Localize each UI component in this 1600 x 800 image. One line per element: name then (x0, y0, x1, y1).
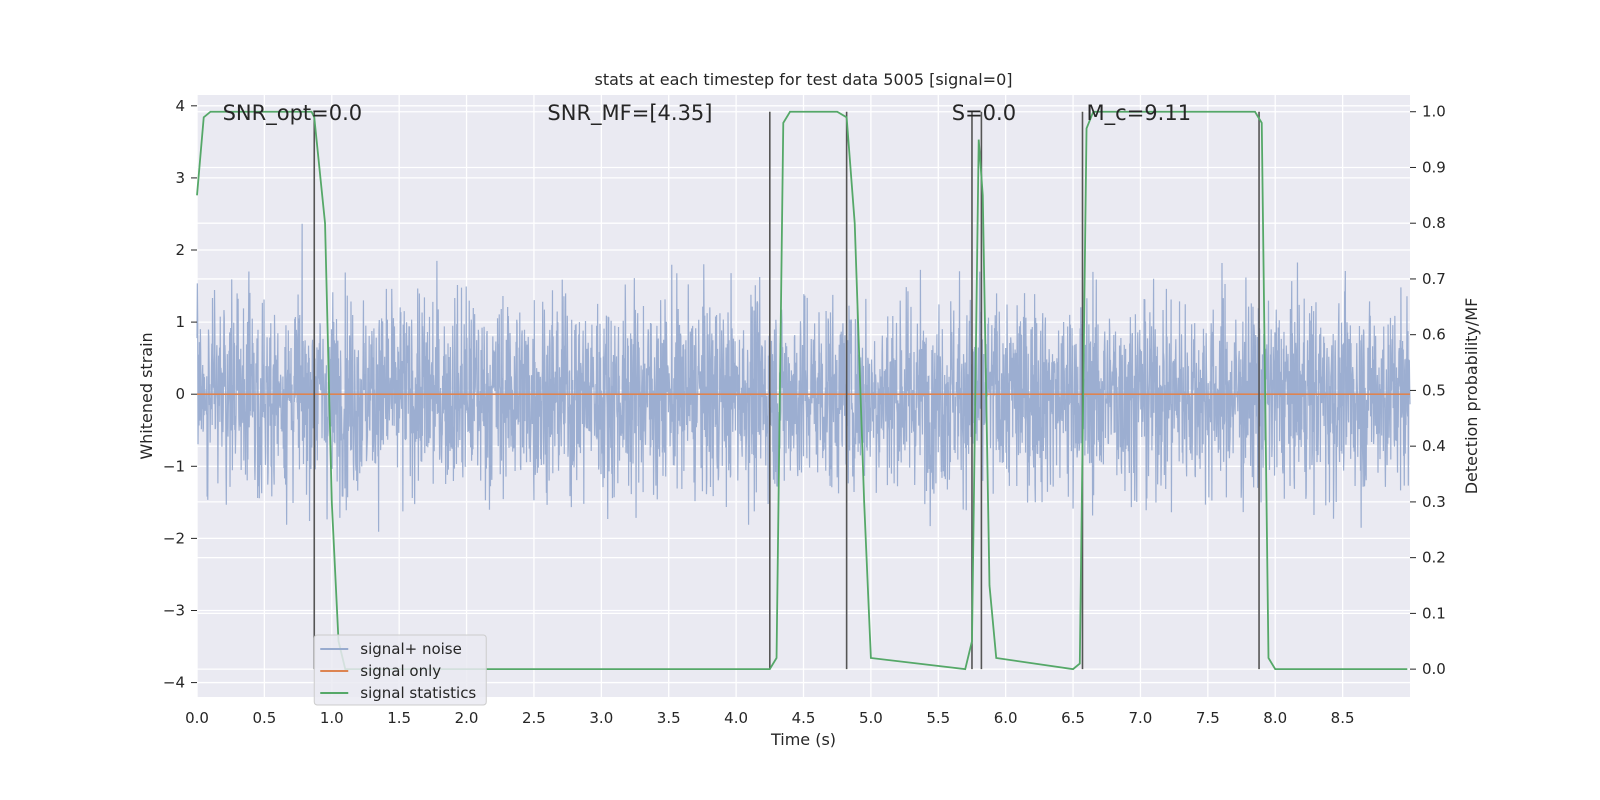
y-right-tick-label: 0.0 (1422, 660, 1446, 678)
series-signal-statistics (196, 110, 1408, 671)
annotation-text: SNR_MF=[4.35] (547, 101, 712, 126)
y-axis-right-title: Detection probability/MF (1462, 298, 1481, 495)
y-tick-label: 3 (175, 169, 185, 187)
legend-box (313, 634, 487, 706)
y-tick-label: 2 (175, 241, 185, 259)
y-tick-label: −1 (163, 457, 185, 475)
y-right-tick-label: 0.7 (1422, 270, 1446, 288)
x-tick-label: 6.5 (1061, 709, 1085, 727)
y-right-tick-label: 0.4 (1422, 437, 1446, 455)
x-tick-label: 6.0 (994, 709, 1018, 727)
y-tick-label: −4 (163, 674, 185, 692)
legend: signal+ noise signal only signal statistic… (313, 634, 487, 706)
y-right-tick-label: 1.0 (1422, 103, 1446, 121)
x-tick-label: 5.0 (859, 709, 883, 727)
x-axis-title: Time (s) (770, 730, 836, 749)
series-line-signal-noise (196, 223, 1411, 532)
y-tick-label: −3 (163, 601, 185, 619)
series-line-signal-statistics (196, 110, 1408, 671)
vertical-lines (313, 111, 1260, 670)
legend-label: signal+ noise (360, 640, 462, 658)
series-signal-noise (196, 223, 1411, 532)
y-right-tick-label: 0.9 (1422, 158, 1446, 176)
legend-label: signal statistics (360, 684, 476, 702)
x-tick-label: 4.0 (724, 709, 748, 727)
y-tick-label: −2 (163, 529, 185, 547)
x-tick-label: 0.5 (252, 709, 276, 727)
x-tick-label: 3.0 (589, 709, 613, 727)
x-axis-ticks: 0.0 0.5 1.0 1.5 2.0 2.5 3.0 3.5 4.0 4.5 5.0 5.5 6.0 6… (185, 709, 1354, 727)
y-right-tick-label: 0.6 (1422, 326, 1446, 344)
y-axis-ticks: −4 −3 −2 −1 0 1 2 3 4 (163, 97, 197, 692)
chart-title: stats at each timestep for test data 500… (594, 70, 1012, 89)
x-tick-label: 4.5 (792, 709, 816, 727)
x-tick-label: 8.5 (1331, 709, 1355, 727)
x-tick-label: 5.5 (926, 709, 950, 727)
y-tick-label: 1 (175, 313, 185, 331)
y-right-tick-label: 0.2 (1422, 549, 1446, 567)
x-tick-label: 0.0 (185, 709, 209, 727)
annotation-text: SNR_opt=0.0 (223, 101, 363, 126)
y-right-tick-label: 0.5 (1422, 381, 1446, 399)
x-tick-label: 8.0 (1263, 709, 1287, 727)
annotations: SNR_opt=0.0 SNR_MF=[4.35] S=0.0 M_c=9.11 (223, 101, 1191, 126)
x-tick-label: 3.5 (657, 709, 681, 727)
y-right-tick-label: 0.1 (1422, 604, 1446, 622)
x-tick-label: 1.0 (320, 709, 344, 727)
y-axis-right-ticks: 0.0 0.1 0.2 0.3 0.4 0.5 0.6 0.7 0.8 0.9 1.0 (1410, 103, 1446, 678)
x-tick-label: 7.5 (1196, 709, 1220, 727)
y-right-tick-label: 0.3 (1422, 493, 1446, 511)
annotation-text: M_c=9.11 (1087, 101, 1192, 126)
x-tick-label: 7.0 (1129, 709, 1153, 727)
x-tick-label: 2.0 (455, 709, 479, 727)
x-tick-label: 2.5 (522, 709, 546, 727)
y-tick-label: 0 (175, 385, 185, 403)
annotation-text: S=0.0 (952, 101, 1016, 125)
y-right-tick-label: 0.8 (1422, 214, 1446, 232)
legend-label: signal only (360, 662, 441, 680)
y-axis-title: Whitened strain (137, 332, 156, 459)
y-tick-label: 4 (175, 97, 185, 115)
x-tick-label: 1.5 (387, 709, 411, 727)
